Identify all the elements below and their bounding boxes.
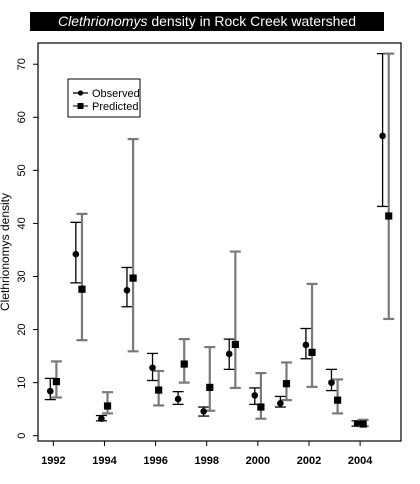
predicted-point — [231, 340, 239, 349]
observed-point — [72, 250, 80, 258]
observed-point — [200, 407, 207, 415]
legend-observed-label: Observed — [92, 88, 140, 100]
predicted-point — [129, 274, 137, 282]
legend-predicted-marker — [77, 103, 84, 109]
observed-point — [302, 341, 310, 349]
x-tick-label: 1994 — [92, 455, 117, 467]
y-tick-label: 40 — [16, 217, 28, 229]
y-tick-label: 60 — [16, 111, 28, 123]
observed-point — [328, 379, 335, 386]
predicted-point — [180, 360, 188, 368]
y-tick-label: 50 — [16, 164, 28, 176]
markers — [46, 132, 393, 428]
legend-predicted-label: Predicted — [92, 101, 138, 113]
y-tick-label: 20 — [16, 323, 28, 335]
predicted-point — [103, 402, 112, 410]
y-axis: 0 10 20 30 40 50 60 70 — [16, 58, 38, 439]
predicted-point — [282, 380, 291, 388]
chart-title-italic: Clethrionomys — [57, 13, 148, 29]
x-axis: 1992 1994 1996 1998 2000 2002 2004 — [41, 441, 373, 467]
predicted-point — [359, 420, 367, 428]
observed-point — [225, 350, 233, 358]
predicted-point — [206, 383, 214, 392]
predicted-point — [257, 403, 265, 411]
x-tick-label: 1998 — [194, 455, 218, 467]
x-tick-label: 2004 — [348, 455, 373, 467]
observed-point — [98, 415, 105, 423]
plot-frame — [37, 42, 402, 442]
legend-observed-marker — [77, 90, 84, 96]
predicted-point — [334, 396, 342, 404]
observed-point — [251, 392, 259, 399]
observed-point — [379, 132, 386, 140]
y-tick-label: 10 — [16, 377, 28, 389]
legend: Observed Predicted — [67, 78, 141, 118]
observed-point — [149, 364, 156, 372]
y-tick-label: 70 — [16, 58, 28, 70]
predicted-point — [78, 285, 86, 293]
x-tick-label: 2000 — [246, 455, 270, 467]
observed-point — [123, 286, 131, 294]
predicted-point — [385, 212, 393, 220]
predicted-point — [52, 377, 61, 386]
y-axis-label: Clethrionomys density — [0, 193, 12, 311]
x-tick-label: 1992 — [41, 455, 65, 467]
y-tick-label: 0 — [16, 433, 28, 439]
chart-title: Clethrionomys density in Rock Creek wate… — [30, 12, 384, 31]
predicted-point — [155, 386, 163, 394]
y-tick-label: 30 — [16, 270, 28, 282]
observed-point — [174, 395, 182, 403]
observed-point — [277, 400, 284, 407]
legend-box — [67, 78, 141, 118]
chart-title-rest: density in Rock Creek watershed — [147, 13, 357, 29]
x-tick-label: 1996 — [143, 455, 167, 467]
observed-point — [46, 387, 54, 395]
predicted-point — [308, 348, 316, 356]
observed-point — [353, 420, 361, 427]
x-tick-label: 2002 — [297, 455, 321, 467]
